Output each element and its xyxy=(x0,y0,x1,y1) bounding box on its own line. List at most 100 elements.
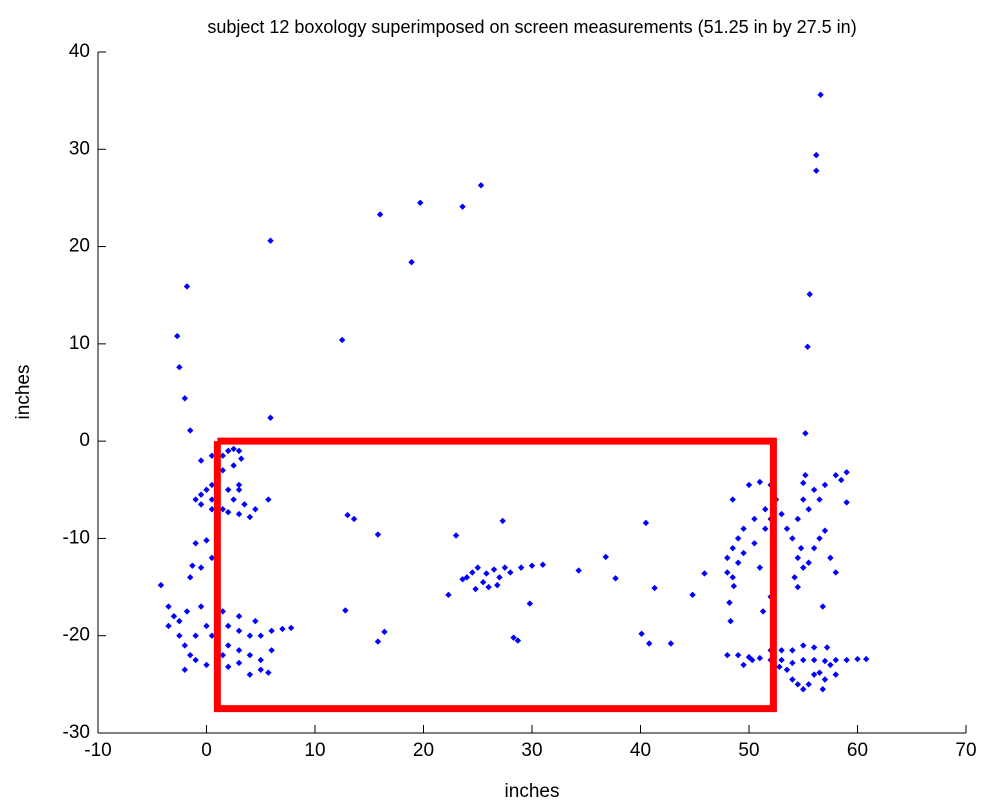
point xyxy=(819,603,826,610)
point xyxy=(740,661,747,669)
point xyxy=(726,599,733,606)
x-tick-label: 0 xyxy=(201,740,212,761)
point xyxy=(181,395,188,402)
point xyxy=(252,617,259,625)
point xyxy=(514,637,522,644)
point xyxy=(789,647,796,654)
y-tick-label: -10 xyxy=(63,527,90,548)
point xyxy=(762,506,769,513)
point xyxy=(800,656,807,664)
point xyxy=(197,457,205,464)
point xyxy=(241,501,248,508)
point xyxy=(727,617,734,625)
point xyxy=(235,447,243,455)
point xyxy=(181,666,188,673)
point xyxy=(642,519,650,527)
point xyxy=(778,656,785,664)
point xyxy=(203,537,210,544)
point xyxy=(800,496,807,503)
point xyxy=(189,562,196,569)
point xyxy=(862,655,870,663)
point xyxy=(832,569,839,576)
point xyxy=(667,640,675,647)
point xyxy=(344,511,351,519)
point xyxy=(225,508,232,516)
point xyxy=(197,603,205,610)
point xyxy=(816,669,823,676)
point xyxy=(823,644,831,651)
point xyxy=(762,525,769,532)
point xyxy=(225,622,232,630)
point xyxy=(183,608,191,615)
point xyxy=(526,600,534,607)
point xyxy=(575,567,582,574)
point xyxy=(827,661,834,669)
point xyxy=(800,686,807,693)
point xyxy=(459,576,466,583)
y-tick-label: -30 xyxy=(63,722,90,743)
point xyxy=(843,469,850,476)
y-tick-label: 40 xyxy=(69,41,90,62)
point xyxy=(813,151,820,159)
point xyxy=(810,644,818,651)
point xyxy=(730,582,738,590)
point xyxy=(417,199,424,206)
point xyxy=(810,671,818,678)
point xyxy=(740,525,747,532)
point xyxy=(810,544,818,552)
y-axis-label: inches xyxy=(13,365,34,420)
point xyxy=(257,656,264,664)
point xyxy=(804,343,811,350)
point xyxy=(501,564,509,571)
point xyxy=(219,651,226,659)
point xyxy=(208,506,216,513)
point xyxy=(701,570,708,577)
point xyxy=(778,510,785,518)
point xyxy=(219,452,226,459)
point xyxy=(268,627,275,635)
point xyxy=(235,486,243,493)
point xyxy=(800,564,807,571)
point xyxy=(745,653,753,661)
point xyxy=(483,570,490,577)
point xyxy=(203,486,210,493)
point xyxy=(183,283,191,290)
point xyxy=(734,559,742,566)
point xyxy=(510,634,517,641)
point xyxy=(474,564,481,571)
point xyxy=(287,624,295,632)
point xyxy=(602,553,609,561)
point xyxy=(192,496,199,503)
point xyxy=(832,671,839,678)
point xyxy=(816,496,823,503)
point xyxy=(174,332,181,340)
point xyxy=(219,608,226,615)
x-tick-label: 40 xyxy=(630,740,651,761)
point xyxy=(819,686,826,693)
point xyxy=(789,659,796,667)
point xyxy=(408,258,415,266)
point xyxy=(838,476,845,484)
point xyxy=(789,676,796,683)
x-tick-label: -10 xyxy=(84,740,111,761)
point xyxy=(805,681,812,688)
point xyxy=(724,569,731,576)
point xyxy=(817,91,824,99)
point xyxy=(192,632,199,639)
point xyxy=(496,574,503,581)
point xyxy=(208,452,216,459)
point xyxy=(494,581,501,589)
point xyxy=(827,554,834,562)
point xyxy=(267,237,274,244)
point xyxy=(740,549,747,557)
point xyxy=(638,630,645,637)
x-tick-label: 30 xyxy=(521,740,542,761)
point xyxy=(507,569,514,576)
point xyxy=(810,656,818,664)
point xyxy=(203,661,210,669)
x-tick-label: 70 xyxy=(955,740,976,761)
point xyxy=(187,651,194,659)
point xyxy=(832,656,839,664)
point xyxy=(246,651,254,659)
